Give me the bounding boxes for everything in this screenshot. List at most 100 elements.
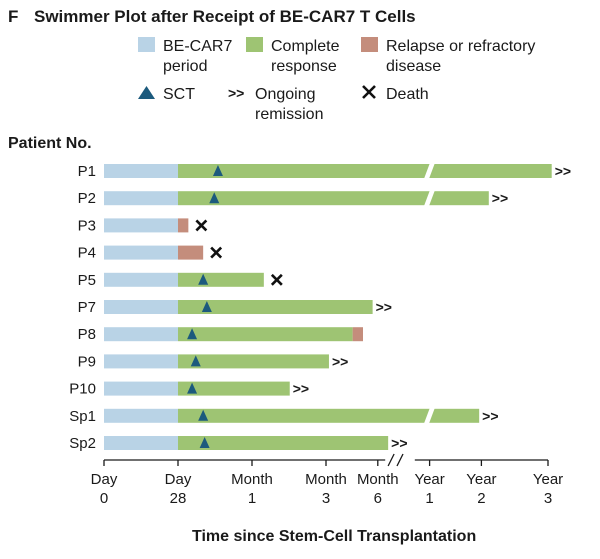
bar-axis-break: [423, 407, 435, 424]
patient-row: P7 >>: [78, 299, 392, 316]
bar-car7-period: [104, 218, 178, 233]
bar-car7-period: [104, 191, 178, 206]
ongoing-remission-marker: >>: [482, 408, 498, 424]
legend-death-label: Death: [386, 86, 429, 103]
legend: BE-CAR7 period Complete response Relapse…: [138, 37, 535, 123]
patient-row: P1 >>: [78, 163, 571, 180]
bar-car7-period: [104, 272, 178, 287]
death-marker: [270, 273, 283, 286]
bar-complete-response: [178, 272, 264, 287]
legend-ongoing-symbol: >>: [228, 85, 244, 101]
ongoing-remission-marker: >>: [293, 381, 309, 397]
sct-marker: [190, 355, 201, 367]
bar-complete-response: [178, 300, 373, 314]
patient-row: P8: [78, 326, 363, 343]
death-marker-stroke: [270, 273, 283, 286]
sct-marker: [209, 192, 220, 204]
patient-row: Sp1 >>: [69, 407, 499, 425]
legend-relapse-line2: disease: [386, 58, 441, 75]
x-axis: Day 0 Day 28 Month 1 Month 3 Month 6 Year 1 Year 2 Yea…: [91, 453, 563, 507]
legend-complete-line2: response: [271, 58, 337, 75]
bar-complete-response: [178, 408, 480, 423]
patient-row: P9 >>: [78, 353, 349, 370]
sct-marker: [198, 409, 209, 421]
legend-sct-label: SCT: [163, 86, 195, 103]
patient-label: P10: [69, 381, 96, 398]
legend-swatch-relapse: [361, 37, 378, 52]
bar-complete-response: [178, 381, 290, 396]
bar-car7-period: [104, 354, 178, 369]
patient-label: P7: [78, 299, 96, 316]
x-tick-value: 1: [248, 490, 256, 507]
panel-letter: F: [8, 7, 18, 26]
x-tick-value: 0: [100, 490, 108, 507]
x-tick-label: Year: [533, 471, 563, 488]
bar-complete-response: [178, 191, 489, 206]
ongoing-remission-marker: >>: [492, 190, 508, 206]
x-tick-value: 3: [544, 490, 552, 507]
patient-label: P2: [78, 190, 96, 207]
legend-ongoing-line2: remission: [255, 106, 323, 123]
bar-complete-response: [178, 327, 353, 342]
death-marker: [195, 219, 208, 232]
patient-row: P2 >>: [78, 190, 508, 207]
x-tick-value: 28: [170, 490, 187, 507]
ongoing-remission-marker: >>: [391, 435, 407, 451]
bar-car7-period: [104, 436, 178, 450]
patient-row: P3: [78, 217, 208, 234]
x-tick-label: Month: [357, 471, 399, 488]
bar-complete-response: [178, 354, 329, 369]
patient-row: P4: [78, 245, 223, 262]
legend-sct-marker: [138, 86, 155, 99]
death-marker: [210, 246, 223, 259]
patient-label: Sp2: [69, 435, 96, 452]
patient-row: P5: [78, 272, 283, 289]
x-tick-label: Day: [91, 471, 118, 488]
death-marker-stroke: [210, 246, 223, 259]
legend-car7-line1: BE-CAR7: [163, 38, 232, 55]
death-marker-stroke: [195, 219, 208, 232]
bar-car7-period: [104, 381, 178, 396]
patient-label: P4: [78, 245, 96, 262]
patient-label: P1: [78, 163, 96, 180]
sct-marker: [187, 382, 198, 394]
x-tick-label: Year: [466, 471, 496, 488]
sct-marker: [198, 273, 209, 285]
x-tick-label: Month: [305, 471, 347, 488]
x-tick-value: 1: [425, 490, 433, 507]
legend-swatch-car7: [138, 37, 155, 52]
bar-axis-break: [423, 163, 435, 179]
x-tick-value: 3: [322, 490, 330, 507]
x-axis-break-mark: [396, 453, 404, 467]
bar-complete-response: [178, 164, 552, 178]
bar-car7-period: [104, 164, 178, 178]
bar-relapse: [178, 245, 204, 260]
legend-death-marker: [362, 85, 376, 99]
bar-car7-period: [104, 245, 178, 260]
patient-rows: P1 >> P2 >> P3 P4 P5 P7 >> P8 P9 >> P10 >> Sp1 >> Sp2 >>: [69, 163, 571, 452]
patient-label: P8: [78, 326, 96, 343]
legend-relapse-line1: Relapse or refractory: [386, 38, 535, 55]
x-tick-value: 6: [374, 490, 382, 507]
bar-car7-period: [104, 300, 178, 314]
x-tick-label: Month: [231, 471, 273, 488]
bar-relapse: [352, 327, 363, 342]
patient-row: P10 >>: [69, 381, 309, 398]
sct-marker: [201, 301, 212, 312]
bar-complete-response: [178, 436, 389, 450]
y-axis-title: Patient No.: [8, 135, 92, 152]
x-tick-label: Year: [414, 471, 444, 488]
patient-label: P9: [78, 353, 96, 370]
sct-marker: [199, 437, 210, 448]
ongoing-remission-marker: >>: [332, 353, 348, 369]
chart-title: Swimmer Plot after Receipt of BE-CAR7 T …: [34, 7, 416, 26]
ongoing-remission-marker: >>: [376, 299, 392, 315]
legend-complete-line1: Complete: [271, 38, 340, 55]
sct-marker: [212, 165, 223, 176]
patient-row: Sp2 >>: [69, 435, 407, 452]
x-axis-break-mark: [387, 453, 395, 467]
bar-relapse: [178, 218, 189, 233]
x-tick-label: Day: [165, 471, 192, 488]
sct-marker: [187, 328, 198, 340]
